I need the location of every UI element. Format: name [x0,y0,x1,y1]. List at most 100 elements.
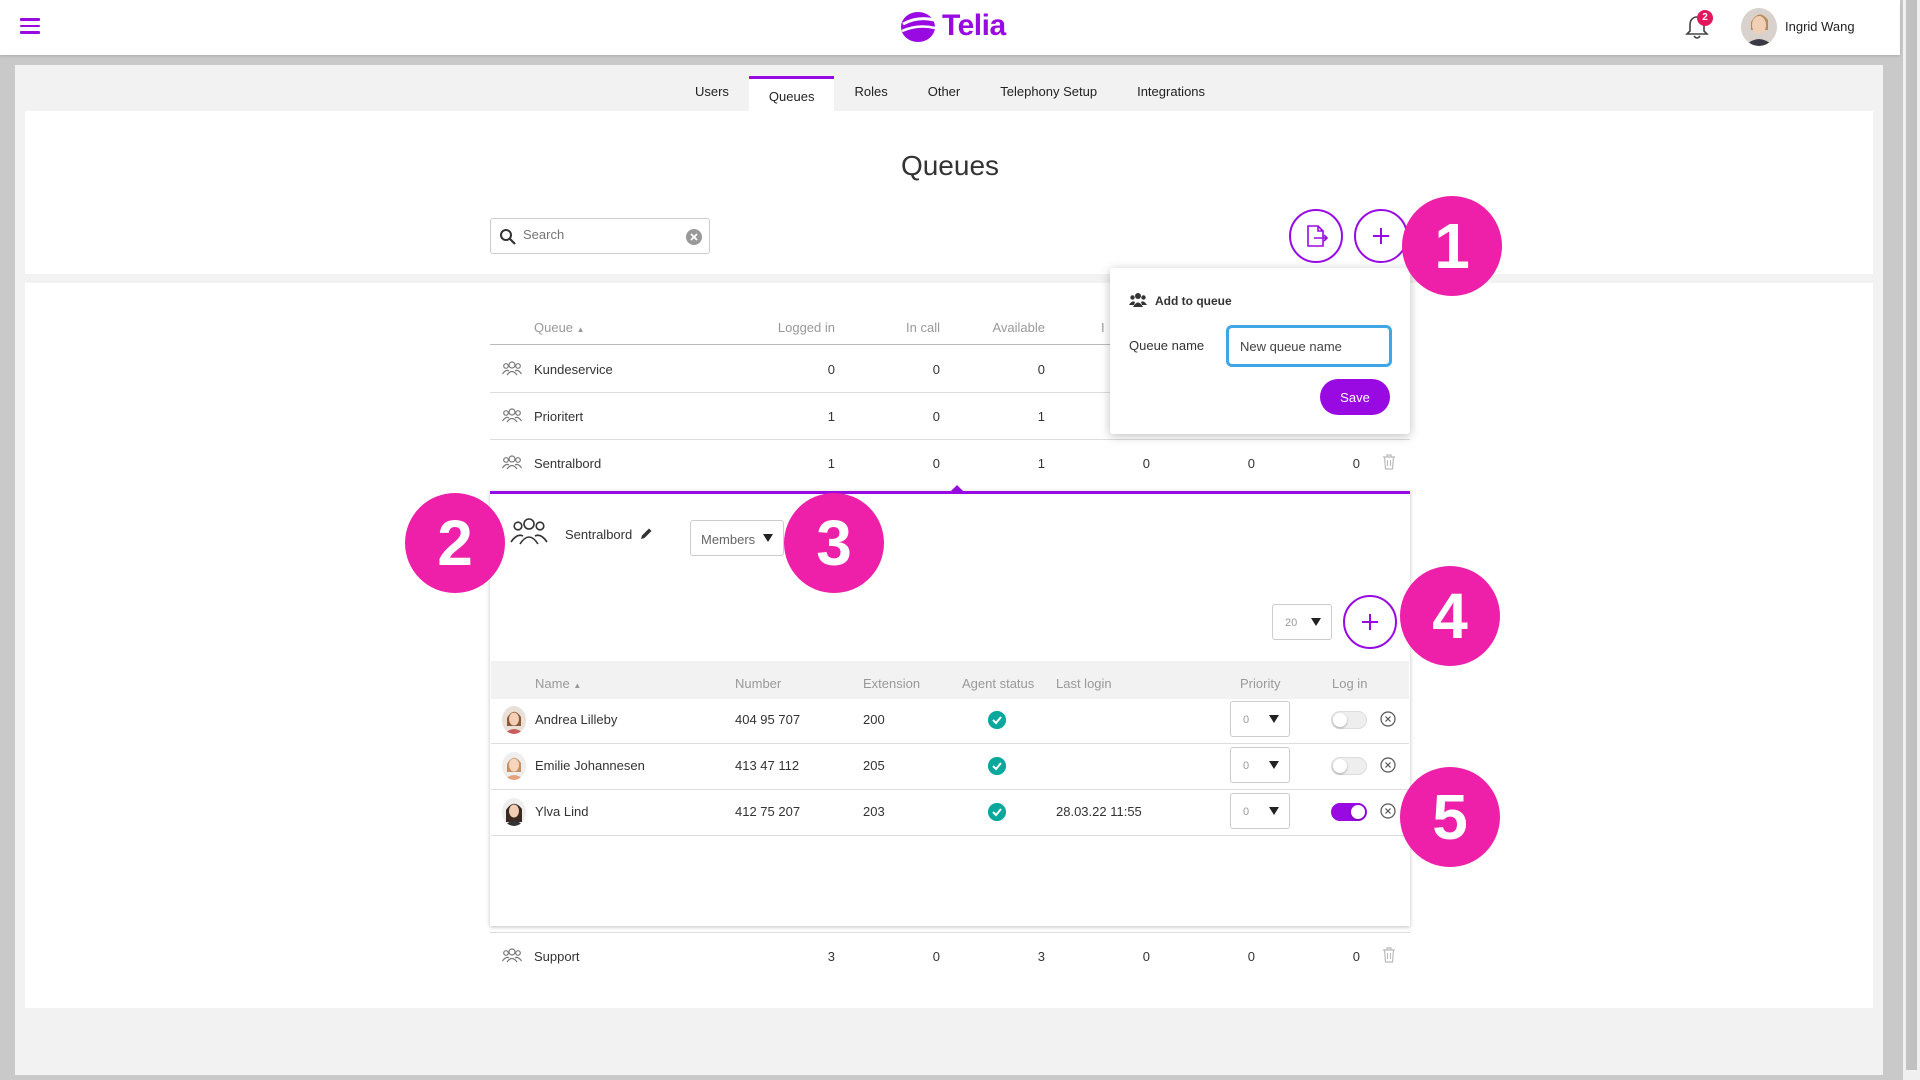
queue-available: 1 [1037,456,1045,471]
col-log-in-header[interactable]: Log in [1332,676,1368,691]
col-available-header[interactable]: Available [992,320,1045,335]
col-logged-in-header[interactable]: Logged in [777,320,835,335]
queue-group-icon [502,361,522,376]
sort-asc-icon: ▲ [576,325,585,334]
export-button[interactable] [1289,209,1343,263]
queue-col6: 0 [1352,949,1360,964]
hamburger-menu-icon[interactable] [20,18,40,34]
queue-name-label: Queue name [1129,338,1205,353]
member-extension: 200 [863,712,885,727]
chevron-down-icon [1269,807,1279,815]
col-in-call-header[interactable]: In call [906,320,940,335]
avatar [502,706,526,734]
page-title: Queues [900,150,1000,181]
tab-integrations[interactable]: Integrations [1137,84,1206,99]
telia-logo[interactable]: Telia [898,6,1006,46]
window-scrollbar[interactable] [1903,0,1920,1080]
status-check-icon [988,711,1006,729]
queue-in-call: 0 [932,362,940,377]
member-name[interactable]: Andrea Lilleby [535,712,618,727]
trash-icon[interactable] [1382,454,1396,470]
member-extension: 203 [863,804,885,819]
search-input[interactable] [523,227,673,242]
queue-name-input[interactable] [1226,325,1392,367]
queue-logged-in: 1 [827,456,835,471]
col-truncated-header[interactable]: I [1101,320,1105,335]
status-check-icon [988,757,1006,775]
callout-1: 1 [1402,196,1502,296]
page-size-dropdown[interactable]: 20 [1272,604,1332,640]
edit-pencil-icon[interactable] [639,527,653,541]
col-extension-header[interactable]: Extension [863,676,921,691]
col-agent-status-header[interactable]: Agent status [962,676,1035,691]
notification-badge: 2 [1697,10,1713,26]
queue-col6: 0 [1352,456,1360,471]
queue-in-call: 0 [932,949,940,964]
search-icon [500,229,516,245]
col-number-header[interactable]: Number [735,676,782,691]
row-divider [491,789,1409,790]
queue-row-name[interactable]: Support [534,949,580,964]
chevron-down-icon [1269,715,1279,723]
col-name-header[interactable]: Name ▲ [535,676,582,691]
priority-dropdown[interactable]: 0 [1230,747,1290,783]
tab-users[interactable]: Users [694,84,729,99]
member-last-login: 28.03.22 11:55 [1056,804,1142,819]
queue-col5: 0 [1247,949,1255,964]
priority-dropdown[interactable]: 0 [1230,793,1290,829]
telia-pebble-icon [901,12,936,42]
user-name[interactable]: Ingrid Wang [1785,19,1855,34]
avatar [502,752,526,780]
members-table-header [491,661,1409,699]
callout-3: 3 [784,493,884,593]
tab-other[interactable]: Other [927,84,961,99]
member-name[interactable]: Ylva Lind [535,804,589,819]
tab-roles[interactable]: Roles [854,84,888,99]
tab-queues[interactable]: Queues [748,76,835,111]
chevron-down-icon [763,534,773,542]
log-in-toggle[interactable] [1331,757,1367,775]
col-queue-header[interactable]: Queue ▲ [534,320,585,335]
user-avatar[interactable] [1741,8,1777,46]
top-bar [0,0,1900,55]
callout-4: 4 [1400,566,1500,666]
queue-group-large-icon [510,518,548,545]
chevron-down-icon [1311,618,1321,626]
add-queue-popup: Add to queue Queue name Save [1110,268,1410,434]
queue-logged-in: 0 [827,362,835,377]
remove-member-icon[interactable] [1380,711,1396,727]
tab-bar: Users Queues Roles Other Telephony Setup… [0,76,1900,111]
save-button[interactable]: Save [1320,379,1390,415]
search-box[interactable] [490,218,710,254]
col-priority-header[interactable]: Priority [1240,676,1281,691]
callout-2: 2 [405,493,505,593]
remove-member-icon[interactable] [1380,803,1396,819]
queue-group-icon [502,455,522,470]
member-number: 412 75 207 [735,804,801,819]
queue-col4: 0 [1142,456,1150,471]
queue-row-name[interactable]: Kundeservice [534,362,613,377]
priority-dropdown[interactable]: 0 [1230,701,1290,737]
clear-search-icon[interactable] [685,228,703,246]
header-card [25,111,1873,274]
callout-5: 5 [1400,767,1500,867]
trash-icon[interactable] [1382,947,1396,963]
queue-row-name[interactable]: Sentralbord [534,456,602,471]
scrollbar-thumb[interactable] [1906,0,1917,1070]
member-name[interactable]: Emilie Johannesen [535,758,645,773]
queue-available: 0 [1037,362,1045,377]
avatar [502,798,526,826]
row-divider [491,743,1409,744]
add-queue-button[interactable] [1354,209,1408,263]
remove-member-icon[interactable] [1380,757,1396,773]
log-in-toggle[interactable] [1331,803,1367,821]
view-select-dropdown[interactable]: Members [690,520,784,556]
tab-telephony-setup[interactable]: Telephony Setup [1000,84,1098,99]
col-last-login-header[interactable]: Last login [1056,676,1112,691]
log-in-toggle[interactable] [1331,711,1367,729]
queue-row-name[interactable]: Prioritert [534,409,584,424]
chevron-down-icon [1269,761,1279,769]
popup-title: Add to queue [1155,294,1232,308]
panel-caret [951,485,963,491]
add-member-button[interactable] [1343,595,1397,649]
